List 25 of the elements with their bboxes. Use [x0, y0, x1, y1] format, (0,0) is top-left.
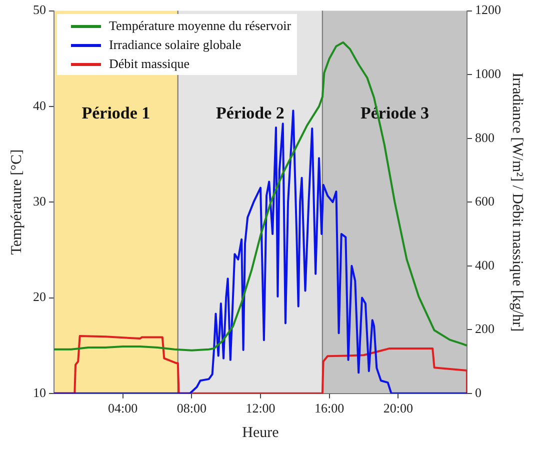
y-tick-label: 10: [33, 384, 46, 400]
x-tick-label: 20:00: [383, 400, 413, 416]
y2-tick-label: 600: [475, 194, 494, 209]
y2-tick-label: 400: [475, 257, 494, 272]
y-tick-label: 30: [33, 194, 46, 209]
y2-axis-title: Irradiance [W/m²] / Débit massique [kg/hr]: [509, 72, 526, 332]
x-tick-label: 12:00: [246, 400, 276, 416]
legend-label: Débit massique: [109, 56, 190, 71]
x-axis-title: Heure: [242, 424, 280, 441]
x-tick-label: 08:00: [176, 400, 206, 416]
y-tick-label: 50: [33, 2, 46, 18]
y2-tick-label: 1000: [475, 66, 501, 81]
y2-tick-label: 800: [475, 130, 494, 145]
y2-tick-label: 1200: [475, 2, 501, 18]
y-tick-label: 20: [33, 289, 46, 304]
x-tick-label: 04:00: [108, 400, 138, 416]
x-tick-label: 16:00: [314, 400, 344, 416]
y2-tick-label: 200: [475, 321, 494, 336]
legend-label: Irradiance solaire globale: [109, 36, 242, 52]
y-axis-title: Température [°C]: [8, 149, 25, 255]
band-label: Période 1: [82, 103, 150, 122]
y-tick-label: 40: [33, 98, 46, 113]
legend-label: Température moyenne du réservoir: [109, 18, 292, 33]
y2-tick-label: 0: [475, 384, 482, 400]
band-label: Période 2: [216, 103, 284, 122]
